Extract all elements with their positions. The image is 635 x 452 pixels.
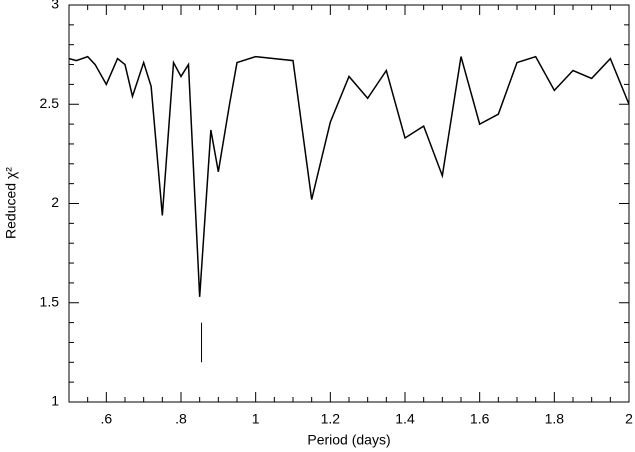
x-tick-label: 1.6: [470, 411, 490, 427]
x-tick-label: .6: [100, 411, 112, 427]
x-tick-label: 1.4: [395, 411, 415, 427]
y-tick-label: 2: [51, 194, 59, 210]
x-axis-label: Period (days): [307, 432, 390, 448]
x-tick-label: 1: [252, 411, 260, 427]
y-axis-label: Reduced χ²: [3, 167, 19, 239]
x-tick-label: 1.2: [321, 411, 341, 427]
x-tick-label: .8: [175, 411, 187, 427]
plot-frame: [68, 4, 630, 403]
x-tick-label: 2: [625, 411, 633, 427]
y-tick-label: 1.5: [40, 293, 60, 309]
y-tick-label: 2.5: [40, 95, 60, 111]
data-line: [68, 55, 630, 297]
x-tick-label: 1.8: [545, 411, 565, 427]
y-tick-label: 3: [51, 0, 59, 12]
y-tick-label: 1: [51, 393, 59, 409]
